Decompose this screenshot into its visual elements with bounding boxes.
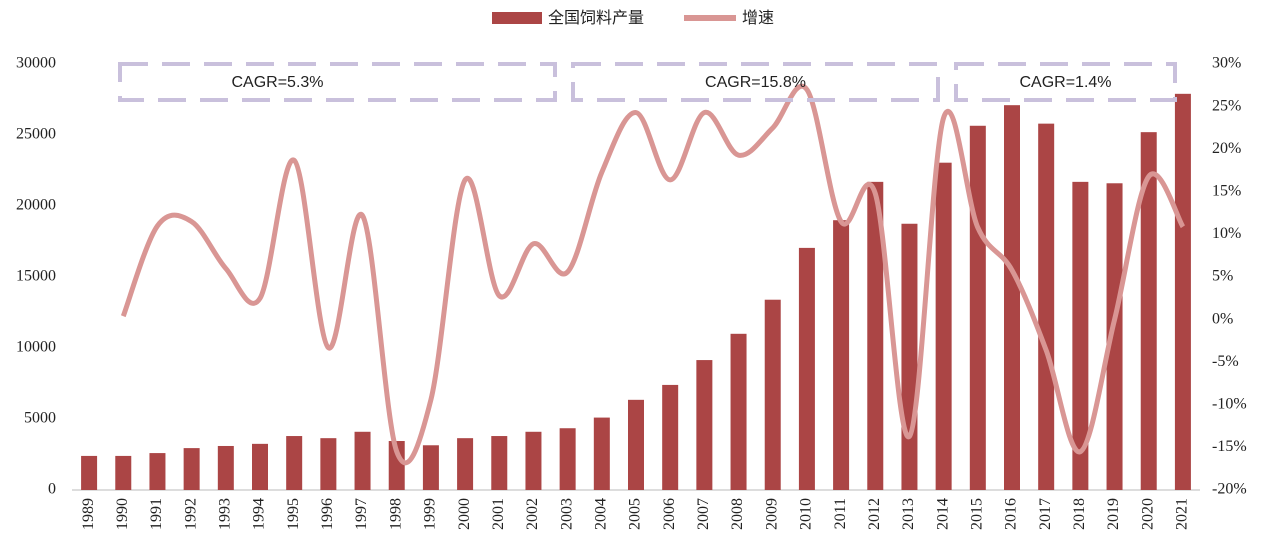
growth-line [120, 83, 1186, 466]
bar [559, 428, 576, 490]
bar [422, 445, 439, 490]
bar [1174, 93, 1191, 490]
x-tick-label: 2013 [900, 498, 917, 530]
x-tick-label: 2011 [832, 498, 849, 529]
x-tick-label: 2008 [729, 498, 746, 530]
bar [115, 455, 132, 490]
y2-tick-label: 0% [1212, 310, 1233, 327]
bar [730, 333, 747, 490]
bar [354, 431, 371, 490]
x-tick-label: 2000 [456, 498, 473, 530]
x-tick-label: 1990 [114, 498, 131, 530]
x-tick-label: 2012 [866, 498, 883, 530]
annotation-box [118, 62, 557, 102]
bar [901, 223, 918, 490]
x-tick-label: 2005 [627, 498, 644, 530]
y-tick-label: 10000 [16, 339, 56, 356]
annotation-label: CAGR=5.3% [231, 74, 323, 91]
bar [388, 441, 405, 490]
x-tick-label: 2003 [558, 498, 575, 530]
bar [969, 125, 986, 491]
x-tick-label: 2015 [968, 498, 985, 530]
x-tick-label: 2018 [1071, 498, 1088, 530]
bar [593, 417, 610, 490]
bar [491, 436, 508, 490]
annotation-box [571, 62, 940, 102]
x-tick-label: 1993 [216, 498, 233, 530]
y2-tick-label: 20% [1212, 140, 1241, 157]
x-tick-label: 2009 [763, 498, 780, 530]
x-tick-label: 1999 [422, 498, 439, 530]
y-tick-label: 15000 [16, 268, 56, 285]
bar [798, 247, 815, 490]
y-tick-label: 0 [48, 481, 56, 498]
bar [217, 445, 234, 490]
bar [286, 436, 303, 490]
x-tick-label: 2001 [490, 498, 507, 530]
y-tick-label: 30000 [16, 55, 56, 72]
x-tick-label: 1989 [80, 498, 97, 530]
annotation-label: CAGR=1.4% [1019, 74, 1111, 91]
y2-tick-label: -5% [1212, 353, 1239, 370]
x-tick-label: 2010 [798, 498, 815, 530]
annotation-box [954, 62, 1177, 102]
bar [833, 220, 850, 490]
x-tick-label: 2016 [1003, 498, 1020, 530]
y2-tick-label: -20% [1212, 481, 1247, 498]
bar [320, 438, 337, 490]
bar [149, 453, 166, 490]
legend-swatch [492, 12, 542, 24]
legend-label: 全国饲料产量 [548, 9, 644, 27]
bar [1038, 123, 1055, 490]
legend-label: 增速 [742, 9, 774, 27]
x-tick-label: 2020 [1139, 498, 1156, 530]
bar [628, 399, 644, 490]
bar [457, 438, 474, 490]
bar [183, 448, 200, 490]
x-tick-label: 1994 [251, 498, 268, 530]
bar [935, 162, 952, 490]
x-tick-label: 2014 [934, 498, 951, 530]
x-tick-label: 2017 [1037, 498, 1054, 530]
bar [1140, 132, 1157, 490]
y2-tick-label: -15% [1212, 438, 1247, 455]
y2-tick-label: 30% [1212, 55, 1241, 72]
x-tick-label: 2002 [524, 498, 541, 530]
y-tick-label: 5000 [24, 410, 56, 427]
bar [662, 384, 679, 490]
bar [1072, 181, 1089, 491]
x-tick-label: 2019 [1105, 498, 1122, 530]
bar [764, 299, 781, 490]
y2-tick-label: 15% [1212, 182, 1241, 199]
bar [1004, 105, 1020, 491]
annotation-label: CAGR=15.8% [705, 74, 806, 91]
y2-tick-label: 25% [1212, 97, 1241, 114]
y2-tick-label: -10% [1212, 395, 1247, 412]
y-tick-label: 25000 [16, 126, 56, 143]
x-tick-label: 1995 [285, 498, 302, 530]
bar [252, 443, 268, 490]
bar [867, 181, 884, 491]
bar [1106, 183, 1123, 490]
x-tick-label: 1996 [319, 498, 336, 530]
bar [525, 431, 542, 490]
x-tick-label: 1997 [353, 498, 370, 530]
x-tick-label: 2021 [1174, 498, 1191, 530]
y-tick-label: 20000 [16, 197, 56, 214]
x-tick-label: 1998 [387, 498, 404, 530]
bar [696, 360, 713, 490]
x-tick-label: 2004 [592, 498, 609, 530]
x-tick-label: 2007 [695, 498, 712, 530]
y2-tick-label: 10% [1212, 225, 1241, 242]
y2-tick-label: 5% [1212, 268, 1233, 285]
bar [81, 455, 98, 490]
x-tick-label: 1991 [148, 498, 165, 530]
x-tick-label: 1992 [182, 498, 199, 530]
x-tick-label: 2006 [661, 498, 678, 530]
